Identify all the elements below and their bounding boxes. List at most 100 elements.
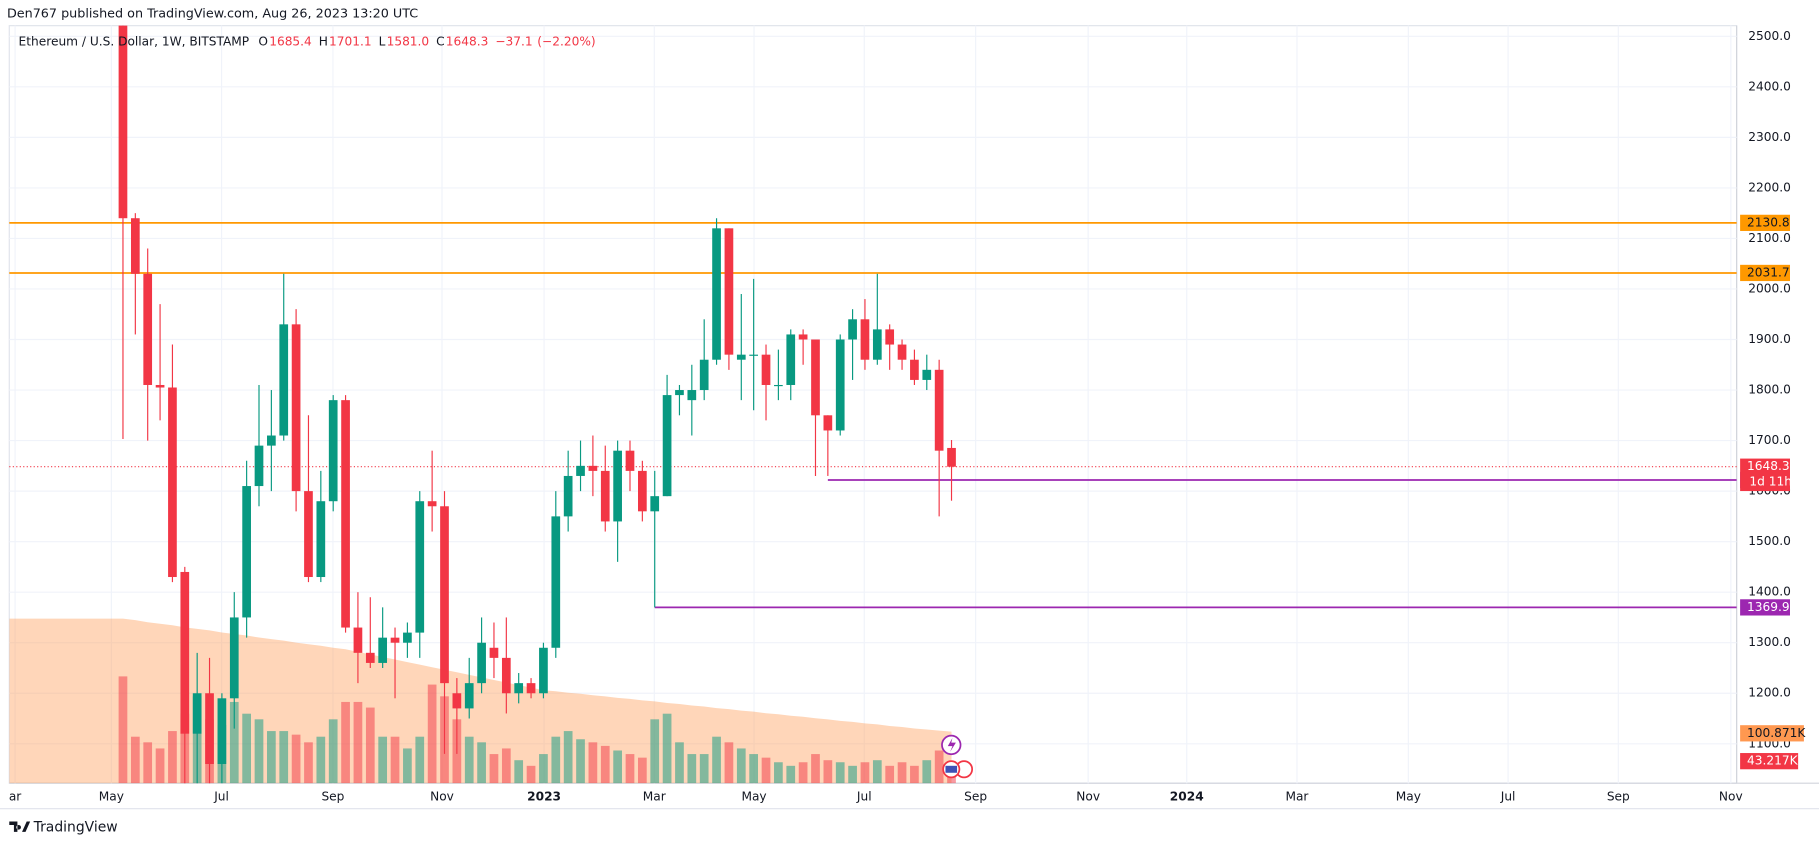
last-price-tag: 1648.3 (1747, 459, 1790, 473)
candle-body (440, 506, 449, 684)
x-tick-label: Sep (1607, 790, 1630, 804)
volume-bar (588, 742, 598, 784)
volume-bar (675, 742, 684, 784)
candle-body (922, 369, 932, 380)
volume-bar (403, 748, 412, 784)
volume-bar (798, 762, 808, 784)
volume-bar (501, 748, 511, 784)
candle-body (477, 642, 486, 684)
candle-body (724, 228, 734, 355)
volume-bar (229, 701, 239, 784)
volume-bar (922, 760, 932, 784)
x-tick-label: Mar (1285, 790, 1308, 804)
volume-bar (415, 736, 425, 784)
candle-body (168, 387, 177, 578)
volume-bar (316, 736, 326, 784)
volume-bar (390, 736, 400, 784)
change-pct: (−2.20%) (537, 34, 595, 48)
publisher-line: Den767 published on TradingView.com, Aug… (7, 7, 418, 22)
y-tick-label: 1500.0 (1748, 534, 1791, 548)
candle-body (180, 571, 190, 734)
candle-body (638, 470, 647, 512)
candle-body (588, 465, 598, 471)
volume-bar (155, 748, 165, 784)
footer-logo: TradingView (9, 819, 118, 835)
candle-body (291, 324, 301, 492)
candle-body (872, 329, 882, 360)
level-tag-bg (1740, 264, 1790, 282)
volume-bar (464, 736, 474, 784)
candle-body (687, 390, 697, 401)
x-tick-label: Nov (1719, 790, 1743, 804)
volume-bar (774, 762, 783, 784)
candle-body (452, 693, 462, 709)
volume-bar (143, 742, 153, 784)
volume-bar (378, 736, 388, 784)
candle-body (897, 344, 907, 360)
volume-ma-tag-bg (1740, 725, 1804, 742)
volume-bar (650, 719, 660, 784)
candle-body (254, 445, 264, 487)
candle-body (464, 683, 474, 709)
x-tick-label: Nov (1076, 790, 1100, 804)
volume-tag: 43.217K (1747, 754, 1799, 768)
volume-bar (638, 757, 647, 784)
x-tick-label: Mar (643, 790, 666, 804)
volume-bar (749, 754, 759, 784)
volume-bar (835, 762, 845, 784)
volume-ma-tag: 100.871K (1747, 726, 1806, 740)
lightning-icon (947, 737, 956, 752)
candle-body (551, 516, 561, 648)
candle-body (699, 359, 709, 391)
volume-bar (304, 742, 313, 784)
candle-body (910, 359, 919, 380)
candle-body (539, 647, 548, 694)
level-tag: 2031.7 (1747, 265, 1790, 279)
candle-body (798, 334, 808, 340)
x-tick-label: May (741, 790, 766, 804)
y-tick-label: 2500.0 (1748, 29, 1791, 43)
countdown-tag: 1d 11h (1749, 474, 1792, 488)
ohlc-key: L (379, 34, 386, 48)
flag-body (945, 765, 958, 773)
candle-body (761, 354, 771, 385)
ohlc-key: O (258, 34, 268, 48)
volume-bar (353, 701, 363, 784)
candle-body (328, 400, 338, 502)
x-tick-label: ar (9, 790, 21, 804)
x-tick-label: 2023 (527, 790, 561, 804)
y-tick-label: 2000.0 (1748, 281, 1791, 295)
candle-body (848, 319, 857, 340)
volume-bar (254, 719, 264, 784)
volume-bar (539, 754, 548, 784)
last-price-bg (1740, 458, 1790, 492)
volume-bar (477, 742, 486, 784)
candle-body (576, 465, 585, 476)
x-tick-label: May (99, 790, 124, 804)
candle-body (155, 384, 165, 388)
volume-bar (872, 760, 882, 784)
candle-body (501, 657, 511, 694)
candle-body (229, 617, 239, 699)
volume-bar (365, 707, 375, 784)
x-tick-label: Jul (1500, 790, 1516, 804)
candle-body (774, 384, 783, 387)
volume-bar (551, 736, 561, 784)
x-tick-label: Jul (856, 790, 872, 804)
volume-tag-bg (1740, 753, 1799, 770)
candle-body (712, 228, 721, 360)
volume-bar (885, 765, 895, 784)
candle-body (118, 25, 128, 219)
x-tick-label: Jul (213, 790, 229, 804)
candle-body (514, 683, 524, 694)
candle-body (823, 415, 833, 431)
candles (118, 25, 956, 784)
volume-bar (662, 713, 672, 784)
volume-bar (897, 762, 907, 784)
candle-body (390, 637, 400, 643)
candle-body (786, 334, 796, 385)
volume-bar (860, 762, 870, 784)
